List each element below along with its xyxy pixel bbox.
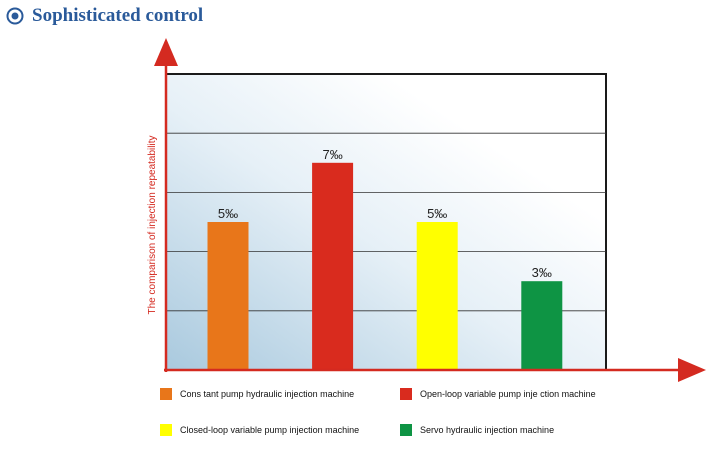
chart-legend: Cons tant pump hydraulic injection machi…: [160, 388, 708, 448]
legend-label: Cons tant pump hydraulic injection machi…: [180, 389, 355, 399]
legend-swatch: [160, 424, 172, 436]
bar-4: [521, 281, 563, 370]
y-axis-arrow: [154, 38, 178, 66]
bar-3: [416, 222, 458, 370]
legend-item-2: Open-loop variable pump inje ction machi…: [400, 388, 596, 400]
bar-value-label-4: 3‰: [532, 265, 552, 280]
legend-label: Open-loop variable pump inje ction machi…: [420, 389, 596, 399]
bar-value-label-2: 7‰: [322, 147, 342, 162]
legend-label: Servo hydraulic injection machine: [420, 425, 555, 435]
legend-item-1: Cons tant pump hydraulic injection machi…: [160, 388, 354, 400]
section-header: Sophisticated control: [6, 4, 203, 28]
bar-value-label-1: 5‰: [218, 206, 238, 221]
bar-1: [207, 222, 249, 370]
legend-item-3: Closed-loop variable pump injection mach…: [160, 424, 359, 436]
legend-swatch: [160, 388, 172, 400]
y-axis-label: The comparison of injection repeatabilit…: [147, 136, 158, 315]
x-axis-arrow: [678, 358, 706, 382]
legend-label: Closed-loop variable pump injection mach…: [180, 425, 360, 435]
legend-swatch: [400, 388, 412, 400]
legend-swatch: [400, 424, 412, 436]
legend-item-4: Servo hydraulic injection machine: [400, 424, 554, 436]
page-title: Sophisticated control: [32, 5, 204, 26]
target-circle-icon: [6, 7, 24, 25]
bar-value-label-3: 5‰: [427, 206, 447, 221]
bar-2: [312, 162, 354, 370]
